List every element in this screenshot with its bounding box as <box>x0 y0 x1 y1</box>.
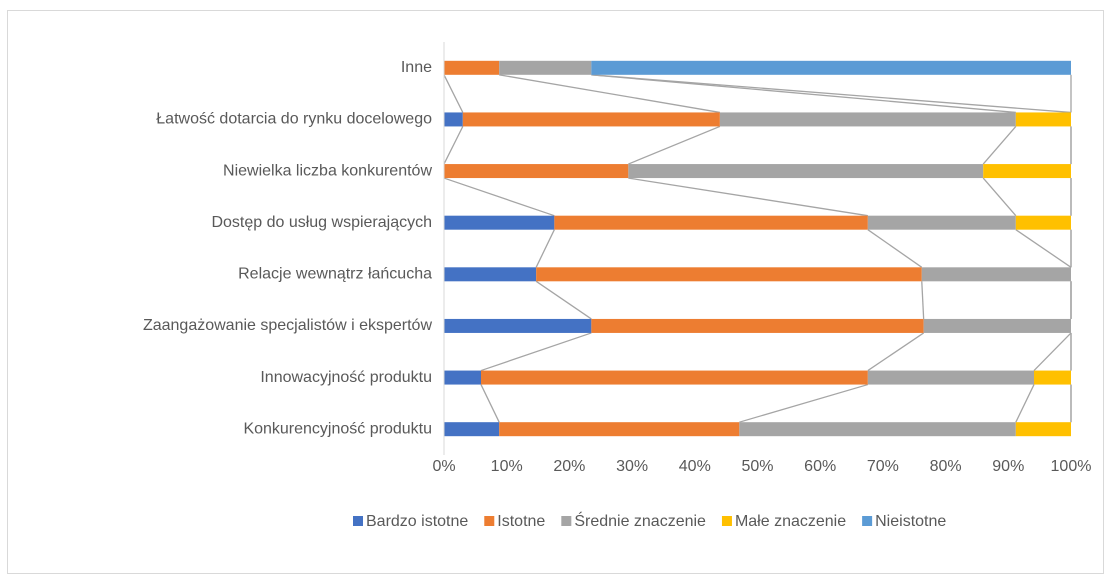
y-tick-label: Inne <box>401 59 432 76</box>
series-line <box>628 125 721 165</box>
x-tick-label: 50% <box>741 458 773 475</box>
bar-segment <box>444 164 629 179</box>
series-line <box>499 74 720 114</box>
x-tick-label: 80% <box>930 458 962 475</box>
legend-label: Nieistotne <box>875 513 946 530</box>
series-line <box>921 281 925 319</box>
series-line <box>1015 229 1072 268</box>
bar-segment <box>983 164 1071 179</box>
bar-segment <box>628 164 984 179</box>
bar-segment <box>923 318 1071 333</box>
x-tick-label: 90% <box>992 458 1024 475</box>
series-line <box>535 229 555 268</box>
series-line <box>628 177 868 217</box>
series-line <box>982 177 1017 217</box>
legend-label: Istotne <box>497 513 545 530</box>
legend-swatch <box>484 516 495 526</box>
legend-swatch <box>721 516 732 526</box>
bar-segment <box>739 422 1016 437</box>
y-tick-label: Zaangażowanie specjalistów i ekspertów <box>143 317 432 334</box>
series-line <box>535 280 592 320</box>
y-tick-label: Konkurencyjność produktu <box>243 420 432 437</box>
bar-segment <box>444 60 500 75</box>
legend-swatch <box>561 516 572 526</box>
bar-segment <box>499 422 740 437</box>
bar-segment <box>867 215 1016 230</box>
legend-swatch <box>353 516 363 526</box>
series-line <box>443 177 555 217</box>
bar-segment <box>867 370 1035 385</box>
bar-segment <box>444 112 463 127</box>
series-line <box>982 126 1017 165</box>
y-tick-label: Łatwość dotarcia do rynku docelowego <box>156 111 432 128</box>
y-tick-label: Niewielka liczba konkurentów <box>223 162 432 179</box>
y-tick-label: Dostęp do usług wspierających <box>211 214 432 231</box>
bar-segment <box>1015 215 1071 230</box>
series-line <box>591 74 1072 114</box>
bar-segment <box>554 215 868 230</box>
bar-segment <box>499 60 592 75</box>
series-line <box>443 74 464 113</box>
legend-label: Bardzo istotne <box>366 513 468 530</box>
bar-segment <box>444 422 500 437</box>
x-tick-label: 20% <box>553 458 585 475</box>
bar-segment <box>1015 422 1071 437</box>
bar-segment <box>480 370 868 385</box>
legend-swatch <box>862 516 873 526</box>
bar-segment <box>719 112 1016 127</box>
x-tick-label: 10% <box>491 458 523 475</box>
series-line <box>1033 332 1072 372</box>
bar-segment <box>444 318 592 333</box>
series-line <box>1015 384 1035 423</box>
chart-border <box>7 10 1104 574</box>
y-tick-label: Relacje wewnątrz łańcucha <box>238 266 432 283</box>
x-tick-label: 60% <box>804 458 836 475</box>
x-tick-label: 40% <box>679 458 711 475</box>
series-line <box>443 126 464 165</box>
bar-segment <box>536 267 922 282</box>
bar-segment <box>462 112 720 127</box>
x-tick-label: 0% <box>432 458 455 475</box>
series-line <box>480 384 500 423</box>
series-line <box>480 332 592 372</box>
bar-segment <box>591 60 1071 75</box>
legend-label: Małe znaczenie <box>735 513 846 530</box>
series-line <box>591 74 1016 114</box>
bar-segment <box>444 267 537 282</box>
legend-label: Średnie znaczenie <box>574 511 706 530</box>
bar-segment <box>1034 370 1071 385</box>
series-line <box>867 332 925 372</box>
x-tick-label: 100% <box>1051 458 1092 475</box>
bar-segment <box>591 318 924 333</box>
y-tick-label: Innowacyjność produktu <box>260 369 432 386</box>
bar-segment <box>921 267 1071 282</box>
series-line <box>739 383 869 423</box>
series-line <box>867 229 923 268</box>
bar-segment <box>444 370 481 385</box>
x-tick-label: 30% <box>616 458 648 475</box>
bar-segment <box>444 215 555 230</box>
x-tick-label: 70% <box>867 458 899 475</box>
bar-segment <box>1015 112 1071 127</box>
